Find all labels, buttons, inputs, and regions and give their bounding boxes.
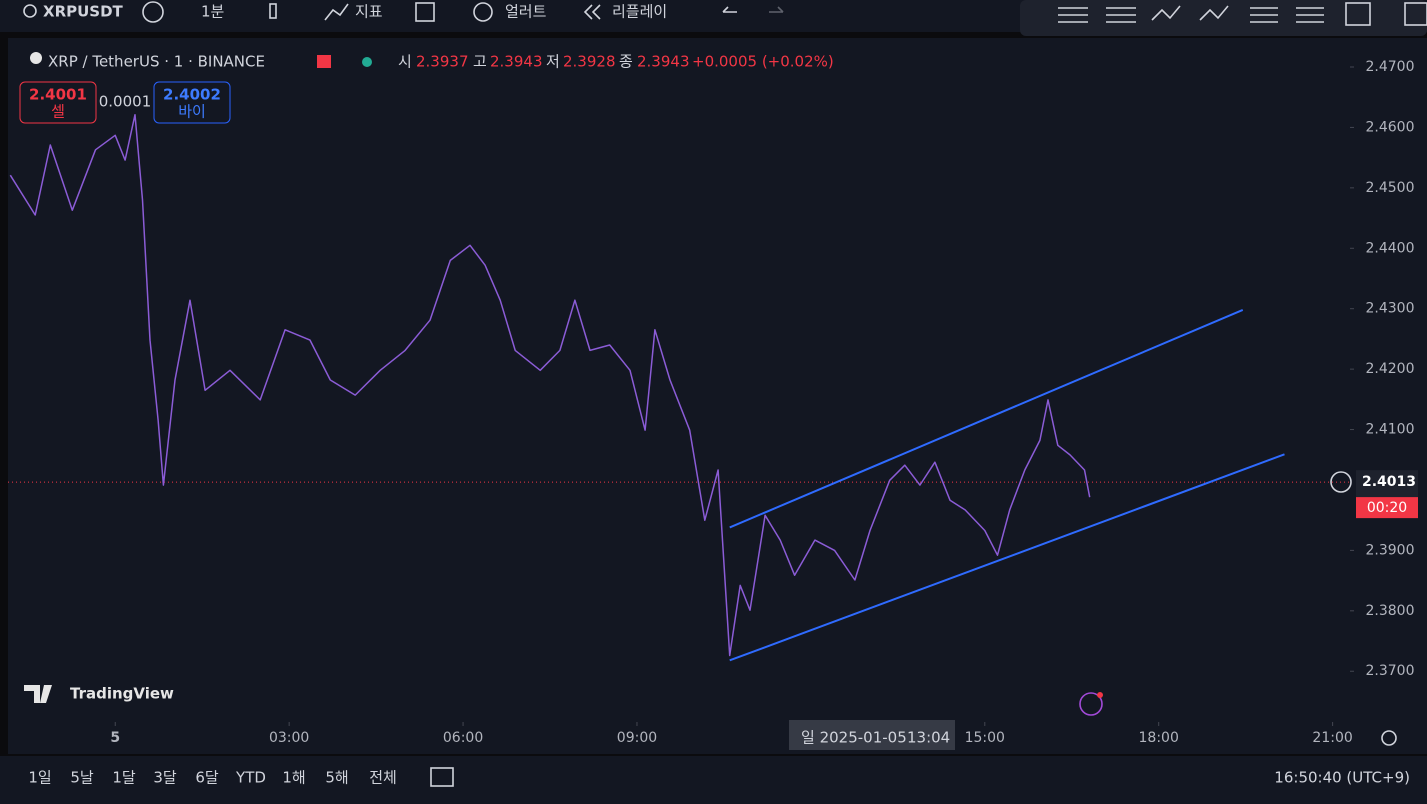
change: +0.0005 (+0.02%) bbox=[692, 53, 834, 71]
undo-button[interactable] bbox=[722, 6, 737, 13]
y-tick-label: 2.3800 bbox=[1366, 603, 1415, 619]
range-button[interactable]: 전체 bbox=[369, 769, 397, 787]
alerts-button[interactable]: 얼러트 bbox=[505, 3, 547, 21]
date-range-button[interactable] bbox=[430, 767, 454, 787]
countdown-bg bbox=[1356, 497, 1418, 519]
range-button[interactable]: YTD bbox=[235, 769, 266, 787]
ohlc-value: 2.3943 bbox=[490, 53, 543, 71]
range-button[interactable]: 1일 bbox=[28, 769, 51, 787]
x-tick-label: 5 bbox=[110, 730, 120, 746]
redo-button[interactable] bbox=[769, 6, 784, 13]
last-price-label: 2.4013 bbox=[1362, 474, 1416, 490]
drawing-tools[interactable] bbox=[1058, 2, 1427, 26]
ohlc-label: 저 bbox=[546, 53, 560, 71]
price-line bbox=[9, 113, 1091, 657]
replay-icon bbox=[583, 4, 601, 20]
indicators-icon bbox=[324, 3, 349, 21]
x-tick-label: 09:00 bbox=[617, 730, 657, 746]
ohlc-value: 2.3943 bbox=[637, 53, 690, 71]
range-button[interactable]: 1달 bbox=[112, 769, 136, 787]
compare-button[interactable] bbox=[142, 1, 164, 23]
watermark: TradingView bbox=[70, 685, 174, 703]
search-icon[interactable] bbox=[23, 4, 37, 18]
y-tick-label: 2.4600 bbox=[1366, 119, 1415, 135]
x-tick-label: 21:00 bbox=[1312, 730, 1352, 746]
y-tick-label: 2.4400 bbox=[1366, 240, 1415, 256]
x-tick-label: 18:00 bbox=[1139, 730, 1179, 746]
ohlc-label: 종 bbox=[619, 53, 633, 71]
add-price-button[interactable] bbox=[1330, 471, 1352, 493]
indicators-button[interactable]: 지표 bbox=[355, 3, 383, 21]
clock: 16:50:40 (UTC+9) bbox=[1274, 769, 1410, 787]
sell-label: 셀 bbox=[51, 103, 65, 121]
y-tick-label: 2.3900 bbox=[1366, 542, 1415, 558]
x-tick-label: 15:00 bbox=[965, 730, 1005, 746]
ohlc-value: 2.3937 bbox=[416, 53, 469, 71]
x-tick-label: 03:00 bbox=[269, 730, 309, 746]
range-button[interactable]: 5해 bbox=[325, 769, 348, 787]
crosshair-date: 일 2025-01-05 bbox=[801, 729, 907, 747]
y-tick-label: 2.3700 bbox=[1366, 663, 1415, 679]
lightning-button[interactable] bbox=[1079, 692, 1103, 716]
crosshair-label bbox=[789, 720, 955, 750]
range-button[interactable]: 6달 bbox=[195, 769, 219, 787]
flag[interactable] bbox=[317, 55, 331, 68]
interval[interactable]: 1분 bbox=[201, 3, 225, 21]
layouts-button[interactable] bbox=[415, 2, 435, 22]
bottom-toolbar bbox=[0, 756, 1427, 804]
watermark-logo bbox=[24, 685, 52, 703]
ohlc-value: 2.3928 bbox=[563, 53, 616, 71]
ohlc-label: 시 bbox=[398, 53, 412, 71]
range-button[interactable]: 3달 bbox=[153, 769, 177, 787]
trendline[interactable] bbox=[729, 453, 1285, 662]
sell-button[interactable] bbox=[19, 81, 97, 124]
buy-button[interactable] bbox=[153, 81, 231, 124]
alert-icon bbox=[473, 2, 493, 22]
ohlc-label: 고 bbox=[473, 53, 487, 71]
crosshair-time: 13:04 bbox=[907, 729, 950, 747]
chart-type-button[interactable] bbox=[269, 3, 277, 19]
y-tick-label: 2.4100 bbox=[1366, 422, 1415, 438]
chart-panel bbox=[8, 38, 1427, 754]
replay-button[interactable]: 리플레이 bbox=[612, 3, 667, 21]
sell-price: 2.4001 bbox=[29, 86, 87, 104]
notification-dot bbox=[1097, 692, 1103, 698]
symbol[interactable]: XRPUSDT bbox=[43, 3, 124, 21]
symbol-name: XRP / TetherUS · 1 · BINANCE bbox=[48, 53, 265, 71]
y-tick-label: 2.4700 bbox=[1366, 59, 1415, 75]
drawing-toolbar bbox=[1020, 0, 1427, 36]
x-tick-label: 06:00 bbox=[443, 730, 483, 746]
buy-label: 바이 bbox=[178, 103, 206, 121]
settings-button[interactable] bbox=[1381, 730, 1397, 746]
y-tick-label: 2.4200 bbox=[1366, 361, 1415, 377]
symbol-logo bbox=[30, 52, 42, 64]
market-status bbox=[362, 57, 372, 67]
trendline[interactable] bbox=[729, 308, 1244, 529]
y-tick-label: 2.4300 bbox=[1366, 301, 1415, 317]
range-button[interactable]: 5날 bbox=[70, 769, 94, 787]
range-button[interactable]: 1해 bbox=[282, 769, 305, 787]
countdown: 00:20 bbox=[1367, 500, 1407, 516]
y-tick-label: 2.4500 bbox=[1366, 180, 1415, 196]
spread: 0.0001 bbox=[99, 93, 152, 111]
buy-price: 2.4002 bbox=[163, 86, 221, 104]
